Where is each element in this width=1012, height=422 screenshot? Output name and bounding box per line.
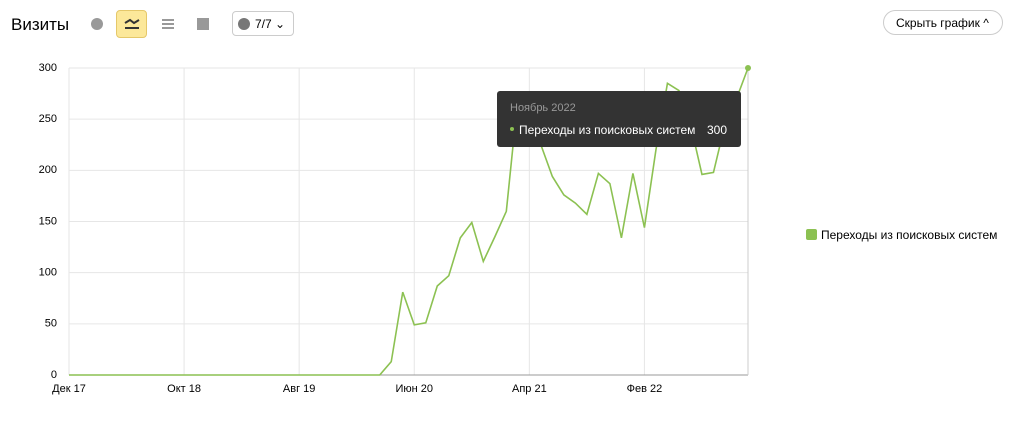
legend-checkbox[interactable] <box>806 229 817 240</box>
y-tick-label: 300 <box>39 62 57 74</box>
line-icon[interactable] <box>116 10 147 38</box>
tooltip-series: Переходы из поисковых систем <box>519 123 696 137</box>
tooltip-dot <box>510 127 514 131</box>
x-tick-label: Фев 22 <box>627 383 663 395</box>
area-icon[interactable] <box>155 11 181 37</box>
x-tick-label: Июн 20 <box>395 383 433 395</box>
y-tick-label: 200 <box>39 164 57 176</box>
y-tick-label: 100 <box>39 267 57 279</box>
legend-label: Переходы из поисковых систем <box>821 228 998 242</box>
hover-point <box>745 65 751 71</box>
tooltip-title: Ноябрь 2022 <box>510 102 576 114</box>
y-tick-label: 150 <box>39 215 57 227</box>
y-tick-label: 50 <box>45 318 57 330</box>
filter-count: 7/7 <box>255 17 272 31</box>
x-tick-label: Дек 17 <box>52 383 86 395</box>
x-tick-label: Окт 18 <box>167 383 201 395</box>
tooltip: Ноябрь 2022 Переходы из поисковых систем… <box>497 91 741 147</box>
y-tick-label: 250 <box>39 113 57 125</box>
y-tick-label: 0 <box>51 369 57 381</box>
title: Визиты <box>11 15 70 34</box>
hide-chart-button[interactable]: Скрыть график ^ <box>883 10 1003 35</box>
tooltip-value: 300 <box>706 123 727 137</box>
bar-icon[interactable] <box>190 11 216 37</box>
filter-button[interactable]: 7/7 ⌄ <box>232 11 294 36</box>
hide-chart-label: Скрыть график <box>896 16 980 30</box>
x-tick-label: Авг 19 <box>283 383 315 395</box>
legend-item[interactable]: Переходы из поисковых систем <box>806 228 997 242</box>
pie-icon[interactable] <box>84 11 110 37</box>
x-tick-label: Апр 21 <box>512 383 547 395</box>
